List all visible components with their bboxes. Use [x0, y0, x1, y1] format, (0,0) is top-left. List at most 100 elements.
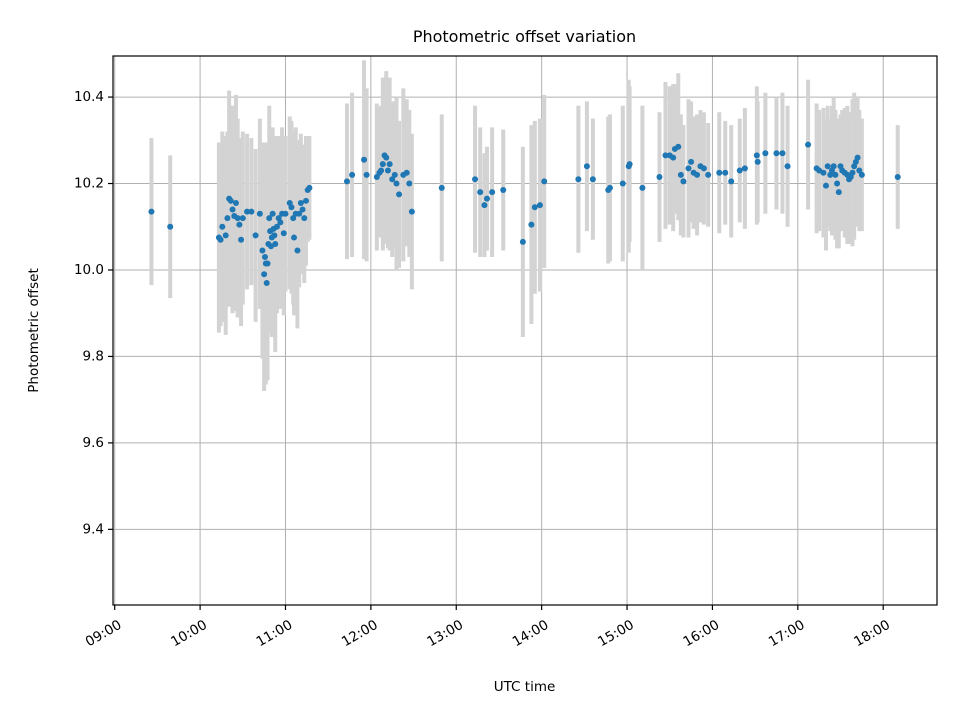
data-point [675, 143, 682, 150]
data-point [389, 176, 396, 183]
data-point [252, 232, 259, 239]
data-point [302, 197, 309, 204]
x-tick-label: 15:00 [595, 617, 637, 650]
data-point [773, 150, 780, 157]
x-tick-label: 12:00 [339, 617, 381, 650]
data-point [528, 221, 535, 228]
data-point [694, 171, 701, 178]
data-point [541, 178, 548, 185]
data-point [297, 199, 304, 206]
data-point [343, 178, 350, 185]
data-point [688, 158, 695, 165]
data-point [677, 171, 684, 178]
data-point [236, 221, 243, 228]
data-point [408, 208, 415, 215]
data-point [705, 171, 712, 178]
data-point [583, 163, 590, 170]
data-point [229, 206, 236, 213]
data-point [685, 165, 692, 172]
data-point [261, 271, 268, 278]
data-point [722, 169, 729, 176]
data-point [269, 210, 276, 217]
data-point [384, 167, 391, 174]
x-tick-label: 11:00 [254, 617, 296, 650]
data-point [273, 223, 280, 230]
data-point [299, 206, 306, 213]
data-point [438, 184, 445, 191]
data-point [288, 204, 295, 211]
data-point [232, 199, 239, 206]
data-point [290, 215, 297, 222]
data-point [349, 171, 356, 178]
data-point [834, 180, 841, 187]
data-point [856, 167, 863, 174]
data-point [222, 232, 229, 239]
data-point [396, 191, 403, 198]
data-point [832, 171, 839, 178]
y-tick-label: 9.8 [83, 348, 104, 364]
data-point [406, 180, 413, 187]
data-point [217, 236, 224, 243]
y-axis-label: Photometric offset [26, 268, 42, 392]
data-point [626, 161, 633, 168]
data-point [363, 171, 370, 178]
data-point [272, 241, 279, 248]
x-tick-label: 13:00 [424, 617, 466, 650]
data-point [500, 187, 507, 194]
data-point [378, 167, 385, 174]
data-point [531, 204, 538, 211]
x-tick-label: 18:00 [851, 617, 893, 650]
data-point [575, 176, 582, 183]
data-point [271, 232, 278, 239]
data-point [296, 210, 303, 217]
data-point [481, 202, 488, 209]
data-point [383, 154, 390, 161]
x-axis-label: UTC time [494, 679, 556, 695]
errorbar-layer [149, 60, 900, 392]
data-point [393, 180, 400, 187]
data-point [849, 169, 856, 176]
data-point [264, 260, 271, 267]
data-point [239, 215, 246, 222]
data-point [779, 150, 786, 157]
data-point [261, 254, 268, 261]
data-point [784, 163, 791, 170]
x-tick-label: 16:00 [681, 617, 723, 650]
x-tick-label: 09:00 [83, 617, 125, 650]
data-point [301, 215, 308, 222]
data-point [238, 236, 245, 243]
data-point [167, 223, 174, 230]
data-point [822, 182, 829, 189]
point-layer [148, 141, 901, 286]
data-point [391, 171, 398, 178]
y-tick-label: 9.6 [83, 435, 104, 451]
data-point [606, 184, 613, 191]
data-point [306, 184, 313, 191]
chart-title: Photometric offset variation [413, 27, 636, 46]
plot-frame [112, 55, 938, 606]
data-point [234, 215, 241, 222]
data-point [728, 178, 735, 185]
data-point [619, 180, 626, 187]
data-point [266, 215, 273, 222]
data-point [227, 197, 234, 204]
data-point [259, 247, 266, 254]
data-point [291, 234, 298, 241]
data-point [536, 202, 543, 209]
data-point [361, 156, 368, 163]
data-point [736, 167, 743, 174]
data-point [477, 189, 484, 196]
data-point [835, 189, 842, 196]
data-point [403, 169, 410, 176]
y-tick-label: 9.4 [83, 521, 104, 537]
data-point [519, 238, 526, 245]
data-point [830, 163, 837, 170]
data-point [280, 230, 287, 237]
data-point [820, 169, 827, 176]
data-point [224, 215, 231, 222]
data-point [805, 141, 812, 148]
data-point [148, 208, 155, 215]
data-point [741, 165, 748, 172]
x-tick-label: 14:00 [510, 617, 552, 650]
